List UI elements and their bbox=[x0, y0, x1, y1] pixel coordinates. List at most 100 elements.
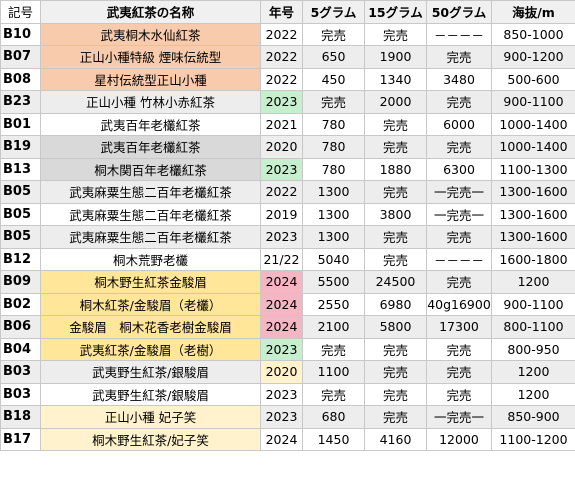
header-5g: 5グラム bbox=[302, 0, 365, 24]
cell-15g: 2000 bbox=[364, 90, 427, 114]
cell-5g: 1100 bbox=[302, 360, 365, 384]
cell-15g: 1900 bbox=[364, 45, 427, 69]
cell-altitude: 1000-1400 bbox=[491, 135, 575, 159]
cell-50g: 6000 bbox=[426, 112, 492, 136]
table-row: B03 武夷野生紅茶/銀駿眉 2023 完売 完売 完売 1200 bbox=[0, 382, 575, 406]
cell-code: B17 bbox=[0, 427, 41, 451]
cell-code: B18 bbox=[0, 405, 41, 429]
table-row: B18 正山小種 妃子笑 2023 680 完売 一完売一 850-900 bbox=[0, 405, 575, 429]
cell-altitude: 1100-1200 bbox=[491, 427, 575, 451]
cell-altitude: 850-1000 bbox=[491, 22, 575, 46]
cell-name: 武夷麻粟生態二百年老欉紅茶 bbox=[40, 180, 261, 204]
cell-name: 武夷桐木水仙紅茶 bbox=[40, 22, 261, 46]
cell-15g: 完売 bbox=[364, 337, 427, 361]
cell-altitude: 1200 bbox=[491, 270, 575, 294]
cell-50g: －－－－ bbox=[426, 22, 492, 46]
cell-50g: 完売 bbox=[426, 90, 492, 114]
cell-altitude: 900-1100 bbox=[491, 292, 575, 316]
cell-code: B06 bbox=[0, 315, 41, 339]
header-15g: 15グラム bbox=[364, 0, 427, 24]
table-row: B08 星村伝統型正山小種 2022 450 1340 3480 500-600 bbox=[0, 67, 575, 91]
cell-year: 2024 bbox=[260, 292, 303, 316]
cell-code: B09 bbox=[0, 270, 41, 294]
cell-code: B05 bbox=[0, 225, 41, 249]
cell-name: 武夷麻粟生態二百年老欉紅茶 bbox=[40, 202, 261, 226]
cell-50g: 40g16900 bbox=[426, 292, 492, 316]
table-row: B06 金駿眉 桐木花香老樹金駿眉 2024 2100 5800 17300 800-110… bbox=[0, 315, 575, 339]
cell-year: 2023 bbox=[260, 225, 303, 249]
table-row: B10 武夷桐木水仙紅茶 2022 完売 完売 －－－－ 850-1000 bbox=[0, 22, 575, 46]
cell-5g: 1300 bbox=[302, 202, 365, 226]
cell-altitude: 850-900 bbox=[491, 405, 575, 429]
cell-50g: 完売 bbox=[426, 360, 492, 384]
cell-5g: 5500 bbox=[302, 270, 365, 294]
cell-5g: 2550 bbox=[302, 292, 365, 316]
cell-5g: 1300 bbox=[302, 180, 365, 204]
cell-50g: 完売 bbox=[426, 225, 492, 249]
cell-year: 2023 bbox=[260, 337, 303, 361]
cell-code: B10 bbox=[0, 22, 41, 46]
cell-15g: 完売 bbox=[364, 247, 427, 271]
cell-year: 2023 bbox=[260, 405, 303, 429]
cell-15g: 完売 bbox=[364, 135, 427, 159]
header-row: 記号 武夷紅茶の名称 年号 5グラム 15グラム 50グラム 海抜/m bbox=[0, 0, 575, 24]
table-row: B13 桐木関百年老欉紅茶 2023 780 1880 6300 1100-1300 bbox=[0, 157, 575, 181]
cell-year: 2020 bbox=[260, 360, 303, 384]
cell-50g: 17300 bbox=[426, 315, 492, 339]
cell-year: 2022 bbox=[260, 67, 303, 91]
cell-15g: 完売 bbox=[364, 382, 427, 406]
table-row: B02 桐木紅茶/金駿眉（老欉） 2024 2550 6980 40g16900 900-1… bbox=[0, 292, 575, 316]
cell-altitude: 900-1200 bbox=[491, 45, 575, 69]
cell-code: B03 bbox=[0, 382, 41, 406]
cell-5g: 完売 bbox=[302, 337, 365, 361]
cell-year: 2024 bbox=[260, 270, 303, 294]
cell-code: B01 bbox=[0, 112, 41, 136]
cell-50g: 完売 bbox=[426, 45, 492, 69]
table-row: B19 武夷百年老欉紅茶 2020 780 完売 完売 1000-1400 bbox=[0, 135, 575, 159]
cell-50g: 6300 bbox=[426, 157, 492, 181]
cell-15g: 完売 bbox=[364, 112, 427, 136]
cell-code: B03 bbox=[0, 360, 41, 384]
cell-5g: 完売 bbox=[302, 22, 365, 46]
cell-year: 2022 bbox=[260, 180, 303, 204]
cell-name: 桐木野生紅茶金駿眉 bbox=[40, 270, 261, 294]
cell-code: B05 bbox=[0, 180, 41, 204]
cell-15g: 完売 bbox=[364, 405, 427, 429]
cell-15g: 1880 bbox=[364, 157, 427, 181]
header-altitude: 海抜/m bbox=[491, 0, 575, 24]
cell-name: 正山小種 竹林小赤紅茶 bbox=[40, 90, 261, 114]
cell-5g: 2100 bbox=[302, 315, 365, 339]
table-row: B17 桐木野生紅茶/妃子笑 2024 1450 4160 12000 1100-1200 bbox=[0, 427, 575, 451]
cell-5g: 450 bbox=[302, 67, 365, 91]
table-row: B05 武夷麻粟生態二百年老欉紅茶 2023 1300 完売 完売 1300-1600 bbox=[0, 225, 575, 249]
cell-year: 2020 bbox=[260, 135, 303, 159]
cell-code: B19 bbox=[0, 135, 41, 159]
cell-15g: 完売 bbox=[364, 22, 427, 46]
cell-15g: 4160 bbox=[364, 427, 427, 451]
cell-15g: 5800 bbox=[364, 315, 427, 339]
cell-5g: 完売 bbox=[302, 90, 365, 114]
cell-name: 星村伝統型正山小種 bbox=[40, 67, 261, 91]
cell-year: 2023 bbox=[260, 157, 303, 181]
cell-year: 2022 bbox=[260, 45, 303, 69]
cell-50g: 完売 bbox=[426, 270, 492, 294]
table-row: B23 正山小種 竹林小赤紅茶 2023 完売 2000 完売 900-1100 bbox=[0, 90, 575, 114]
cell-altitude: 1300-1600 bbox=[491, 225, 575, 249]
table-row: B01 武夷百年老欉紅茶 2021 780 完売 6000 1000-1400 bbox=[0, 112, 575, 136]
cell-name: 正山小種特級 煙味伝統型 bbox=[40, 45, 261, 69]
header-name: 武夷紅茶の名称 bbox=[40, 0, 261, 24]
cell-code: B13 bbox=[0, 157, 41, 181]
cell-name: 正山小種 妃子笑 bbox=[40, 405, 261, 429]
cell-5g: 1300 bbox=[302, 225, 365, 249]
cell-15g: 完売 bbox=[364, 225, 427, 249]
cell-altitude: 900-1100 bbox=[491, 90, 575, 114]
cell-5g: 780 bbox=[302, 135, 365, 159]
cell-name: 金駿眉 桐木花香老樹金駿眉 bbox=[40, 315, 261, 339]
cell-15g: 6980 bbox=[364, 292, 427, 316]
cell-year: 2019 bbox=[260, 202, 303, 226]
table-row: B09 桐木野生紅茶金駿眉 2024 5500 24500 完売 1200 bbox=[0, 270, 575, 294]
cell-altitude: 1300-1600 bbox=[491, 202, 575, 226]
cell-5g: 1450 bbox=[302, 427, 365, 451]
cell-15g: 完売 bbox=[364, 180, 427, 204]
cell-50g: 完売 bbox=[426, 382, 492, 406]
